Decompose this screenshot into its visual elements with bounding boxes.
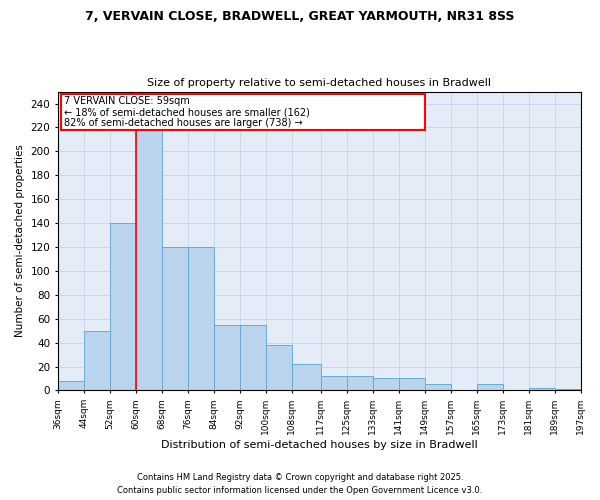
Bar xyxy=(321,376,347,390)
Bar xyxy=(240,324,266,390)
Bar xyxy=(58,381,84,390)
Text: ← 18% of semi-detached houses are smaller (162): ← 18% of semi-detached houses are smalle… xyxy=(64,107,310,117)
Bar xyxy=(347,376,373,390)
Text: Contains HM Land Registry data © Crown copyright and database right 2025.
Contai: Contains HM Land Registry data © Crown c… xyxy=(118,474,482,495)
Bar xyxy=(136,116,162,390)
Bar xyxy=(399,378,425,390)
Bar xyxy=(425,384,451,390)
Bar xyxy=(214,324,240,390)
Bar xyxy=(61,94,425,130)
Bar xyxy=(373,378,399,390)
Text: 7, VERVAIN CLOSE, BRADWELL, GREAT YARMOUTH, NR31 8SS: 7, VERVAIN CLOSE, BRADWELL, GREAT YARMOU… xyxy=(85,10,515,23)
Bar xyxy=(292,364,321,390)
Bar xyxy=(529,388,554,390)
Text: 82% of semi-detached houses are larger (738) →: 82% of semi-detached houses are larger (… xyxy=(64,118,303,128)
Bar xyxy=(266,345,292,391)
Bar xyxy=(188,247,214,390)
Bar xyxy=(84,330,110,390)
Bar xyxy=(110,223,136,390)
X-axis label: Distribution of semi-detached houses by size in Bradwell: Distribution of semi-detached houses by … xyxy=(161,440,478,450)
Bar xyxy=(554,389,581,390)
Bar xyxy=(476,384,503,390)
Y-axis label: Number of semi-detached properties: Number of semi-detached properties xyxy=(15,144,25,338)
Text: 7 VERVAIN CLOSE: 59sqm: 7 VERVAIN CLOSE: 59sqm xyxy=(64,96,190,106)
Bar xyxy=(162,247,188,390)
Title: Size of property relative to semi-detached houses in Bradwell: Size of property relative to semi-detach… xyxy=(147,78,491,88)
